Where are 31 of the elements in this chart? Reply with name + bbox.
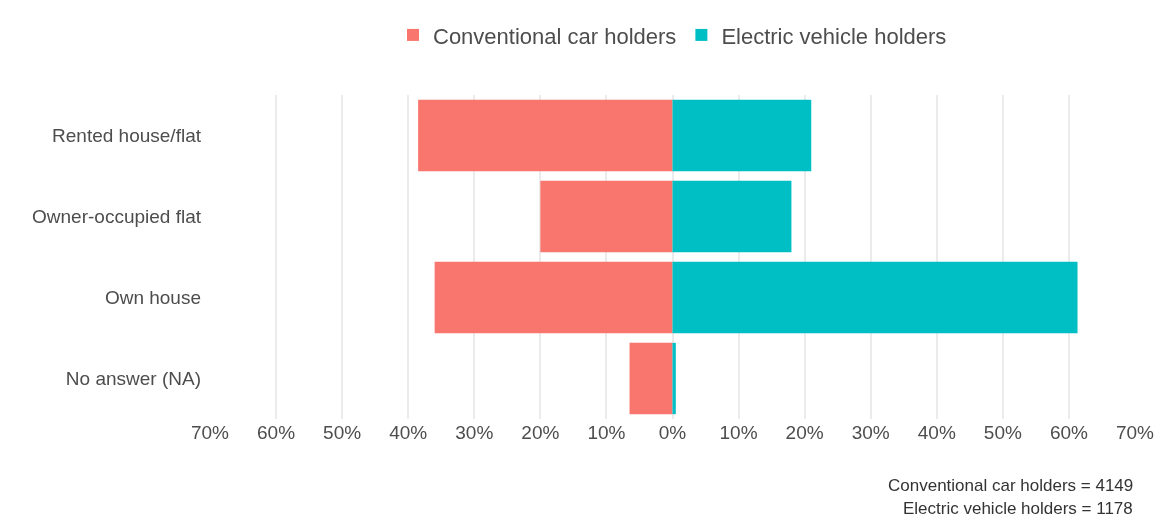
x-tick-label: 0% [658, 422, 687, 443]
x-tick-label: 70% [1115, 422, 1155, 443]
y-tick-label: Rented house/flat [52, 125, 202, 147]
y-tick-label: No answer (NA) [65, 368, 201, 390]
bar [672, 342, 676, 415]
x-tick-label: 70% [190, 422, 230, 443]
bar [434, 261, 673, 334]
x-tick-label: 10% [587, 422, 626, 443]
bar [418, 99, 673, 172]
bar [540, 180, 673, 253]
x-tick-label: 50% [983, 422, 1022, 443]
bar [672, 180, 792, 253]
x-tick-label: 60% [257, 422, 296, 443]
x-tick-label: 60% [1049, 422, 1089, 443]
legend-label: Conventional car holders [433, 23, 677, 49]
bar [672, 99, 812, 172]
x-tick-label: 20% [785, 422, 824, 443]
x-tick-label: 40% [917, 422, 956, 443]
x-tick-label: 50% [323, 422, 362, 443]
text: Conventional car holders = 4149 [888, 476, 1134, 495]
x-tick-label: 20% [521, 422, 560, 443]
bar [629, 342, 673, 415]
text: Electric vehicle holders = 1178 [903, 499, 1133, 518]
legend-label: Electric vehicle holders [721, 23, 947, 49]
bar [672, 261, 1078, 334]
x-tick-label: 30% [455, 422, 494, 443]
x-tick-label: 10% [719, 422, 758, 443]
y-tick-label: Own house [104, 287, 201, 309]
x-tick-label: 40% [389, 422, 428, 443]
y-tick-label: Owner-occupied flat [32, 206, 202, 228]
x-tick-label: 30% [851, 422, 890, 443]
